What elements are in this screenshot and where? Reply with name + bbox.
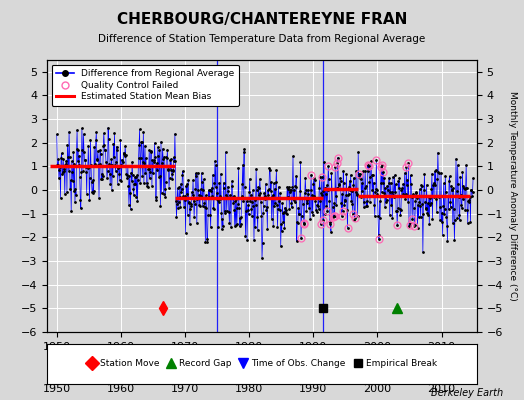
Text: 2000: 2000 <box>363 384 391 394</box>
Text: 1970: 1970 <box>171 384 199 394</box>
Legend: Difference from Regional Average, Quality Control Failed, Estimated Station Mean: Difference from Regional Average, Qualit… <box>52 64 239 106</box>
Text: 1990: 1990 <box>299 384 328 394</box>
Text: Difference of Station Temperature Data from Regional Average: Difference of Station Temperature Data f… <box>99 34 425 44</box>
Text: Berkeley Earth: Berkeley Earth <box>431 388 503 398</box>
Text: 1980: 1980 <box>235 384 263 394</box>
Text: CHERBOURG/CHANTEREYNE FRAN: CHERBOURG/CHANTEREYNE FRAN <box>117 12 407 27</box>
Legend: Station Move, Record Gap, Time of Obs. Change, Empirical Break: Station Move, Record Gap, Time of Obs. C… <box>84 357 440 371</box>
Y-axis label: Monthly Temperature Anomaly Difference (°C): Monthly Temperature Anomaly Difference (… <box>508 91 517 301</box>
Text: 1960: 1960 <box>107 384 135 394</box>
Text: 1950: 1950 <box>43 384 71 394</box>
Text: 2010: 2010 <box>428 384 456 394</box>
